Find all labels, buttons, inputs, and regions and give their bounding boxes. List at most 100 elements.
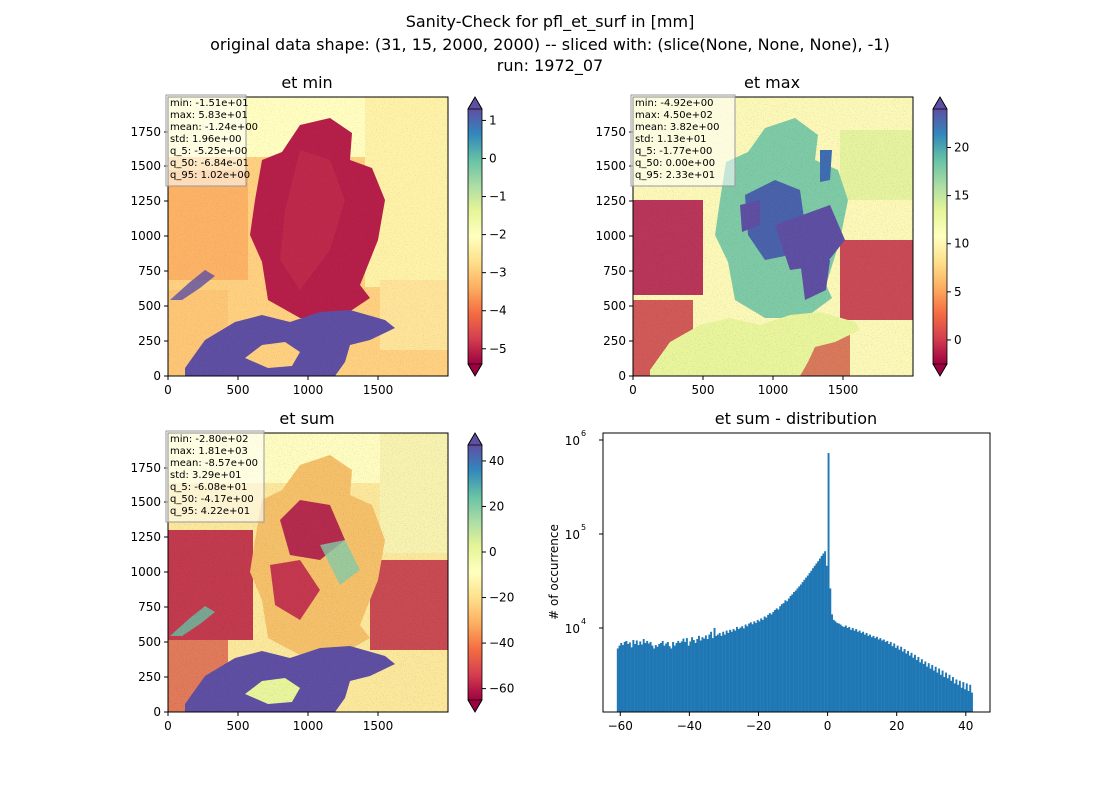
stat-q95: q_95: 2.33e+01 xyxy=(635,170,715,181)
histogram-bar xyxy=(793,592,795,712)
histogram-bar xyxy=(903,649,906,712)
histogram-bar xyxy=(850,629,852,712)
histogram-bar xyxy=(623,641,626,712)
y-tick-label: 1000 xyxy=(595,229,626,243)
histogram-bar xyxy=(618,645,621,712)
stat-mean: mean: 3.82e+00 xyxy=(635,122,719,133)
histogram-bar xyxy=(644,642,647,712)
y-tick-label: 500 xyxy=(138,299,161,313)
histogram-bar xyxy=(831,614,833,712)
x-tick-label: 0 xyxy=(824,719,832,733)
histogram-bar xyxy=(737,629,740,712)
histogram-bar xyxy=(960,687,963,712)
colorbar-tick-label: −4 xyxy=(489,304,507,318)
histogram-bar xyxy=(872,635,875,712)
histogram-bar xyxy=(886,640,889,712)
x-tick-label: 0 xyxy=(164,719,172,733)
histogram-bar xyxy=(684,641,687,712)
histogram-bar xyxy=(912,657,915,712)
y-tick-label: 250 xyxy=(138,334,161,348)
histogram-title: et sum - distribution xyxy=(715,409,877,428)
histogram-bar xyxy=(829,588,832,712)
histogram-bar xyxy=(810,570,813,712)
panel-title: et max xyxy=(744,73,800,92)
x-tick-label: 1500 xyxy=(363,383,394,397)
y-tick-exponent: 6 xyxy=(581,429,586,438)
y-tick-label: 1000 xyxy=(130,565,161,579)
histogram-bar xyxy=(666,641,669,712)
histogram-bar xyxy=(882,639,885,712)
histogram-bar xyxy=(736,626,738,712)
histogram-bar xyxy=(699,640,702,712)
histogram-bar xyxy=(927,663,930,712)
histogram-bar xyxy=(642,639,645,712)
histogram-bar xyxy=(670,648,673,712)
histogram-bar xyxy=(653,648,656,712)
panel-et-max: et max 0 500 1000 1500 0 250 xyxy=(595,73,969,397)
histogram-bar xyxy=(863,634,866,712)
histogram-bar xyxy=(929,668,932,712)
histogram-bar xyxy=(820,555,823,712)
histogram-bar xyxy=(862,631,865,712)
stat-q95: q_95: 4.22e+01 xyxy=(170,506,250,517)
histogram-bar xyxy=(853,630,856,712)
histogram-bar xyxy=(660,642,662,712)
y-axis: 0 250 500 750 1000 1250 1500 1750 xyxy=(595,125,633,383)
histogram-bar xyxy=(905,653,908,712)
colorbar-tick-label: −20 xyxy=(489,591,514,605)
histogram-bar xyxy=(950,680,953,712)
panel-histogram: et sum - distribution −60 −40 −20 0 20 40 10 … xyxy=(547,409,991,733)
colorbar-tick-label: 20 xyxy=(954,140,969,154)
histogram-bar xyxy=(780,604,783,712)
histogram-bar xyxy=(751,624,754,712)
y-tick-label: 1250 xyxy=(130,194,161,208)
y-axis: 0 250 500 750 1000 1250 1500 1750 xyxy=(130,461,168,719)
histogram-bar xyxy=(964,689,967,712)
histogram-bar xyxy=(791,594,794,712)
colorbar-et-sum: 40 20 0 −20 −40 −60 xyxy=(467,432,514,713)
stat-max: max: 1.81e+03 xyxy=(170,446,248,457)
colorbar-tick-label: 15 xyxy=(954,189,969,203)
histogram-bar xyxy=(763,616,766,712)
colorbar-extend-min xyxy=(932,363,948,377)
x-axis: 0 500 1000 1500 xyxy=(164,376,393,397)
histogram-bar xyxy=(806,575,809,712)
histogram-bar xyxy=(665,643,668,712)
histogram-bar xyxy=(749,622,752,712)
histogram-bar xyxy=(620,642,623,712)
stat-q95: q_95: 1.02e+00 xyxy=(170,170,250,181)
histogram-bar xyxy=(958,680,961,712)
histogram-bar xyxy=(756,619,759,712)
y-tick-label: 0 xyxy=(153,369,161,383)
histogram-bar xyxy=(742,628,745,712)
histogram-bar xyxy=(777,609,780,712)
histogram-bar xyxy=(685,638,688,712)
histogram-bar xyxy=(948,674,951,712)
y-tick-exponent: 4 xyxy=(581,617,586,626)
histogram-bar xyxy=(722,631,725,712)
histogram-bar xyxy=(661,640,664,712)
x-tick-label: 0 xyxy=(164,383,172,397)
histogram-bar xyxy=(817,561,820,712)
stat-q50: q_50: 0.00e+00 xyxy=(635,158,715,169)
histogram-bar xyxy=(689,641,692,712)
histogram-bar xyxy=(758,621,761,712)
colorbar-tick-label: 20 xyxy=(489,499,504,513)
y-tick-label: 750 xyxy=(138,264,161,278)
histogram-bar xyxy=(858,630,861,712)
x-tick-label: −60 xyxy=(608,719,633,733)
histogram-bar xyxy=(919,662,922,712)
panel-title: et sum xyxy=(279,409,334,428)
histogram-bars xyxy=(616,453,973,712)
histogram-bar xyxy=(967,690,970,712)
histogram-bar xyxy=(893,643,896,712)
colorbar-tick-label: 0 xyxy=(489,151,497,165)
histogram-bar xyxy=(711,638,714,712)
colorbar-extend-min xyxy=(467,363,483,377)
histogram-bar xyxy=(775,608,778,712)
histogram-bar xyxy=(907,650,909,712)
histogram-bar xyxy=(851,627,854,712)
histogram-bar xyxy=(889,641,892,712)
histogram-x-axis: −60 −40 −20 0 20 40 xyxy=(608,712,973,733)
stat-mean: mean: -8.57e+00 xyxy=(170,458,258,469)
